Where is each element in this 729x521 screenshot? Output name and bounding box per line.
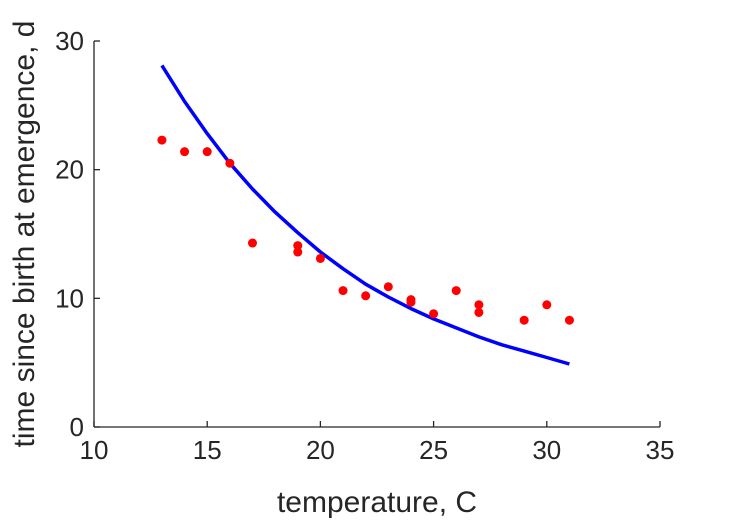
data-point [202, 147, 212, 157]
data-point [451, 286, 461, 296]
data-point [180, 147, 190, 157]
data-point [406, 297, 416, 307]
x-ticks: 10 15 20 25 30 35 [80, 421, 675, 465]
data-point [542, 300, 552, 310]
data-point [293, 247, 303, 257]
data-point [293, 241, 303, 251]
x-tick-label: 35 [646, 435, 675, 465]
data-point [361, 291, 371, 301]
x-tick-label: 15 [193, 435, 222, 465]
data-point [157, 135, 167, 145]
fit-curve-line [160, 64, 570, 366]
y-tick-label: 10 [55, 283, 84, 313]
data-point [564, 315, 574, 325]
data-point [247, 238, 257, 248]
data-point [429, 309, 439, 319]
x-tick-label: 30 [532, 435, 561, 465]
data-point [474, 300, 484, 310]
data-point [315, 253, 325, 263]
y-tick-label: 0 [70, 412, 84, 442]
x-tick-label: 25 [419, 435, 448, 465]
data-point [474, 307, 484, 317]
data-point [225, 158, 235, 168]
x-axis-label: temperature, C [277, 486, 477, 519]
y-axis-label: time since birth at emergence, d [8, 21, 41, 448]
y-tick-label: 20 [55, 155, 84, 185]
x-tick-label: 20 [306, 435, 335, 465]
y-tick-label: 30 [55, 26, 84, 56]
y-ticks: 0 10 20 30 [55, 26, 100, 442]
plot-area [157, 64, 574, 366]
data-point [338, 286, 348, 296]
data-point [383, 282, 393, 292]
x-tick-label: 10 [80, 435, 109, 465]
data-point [519, 315, 529, 325]
